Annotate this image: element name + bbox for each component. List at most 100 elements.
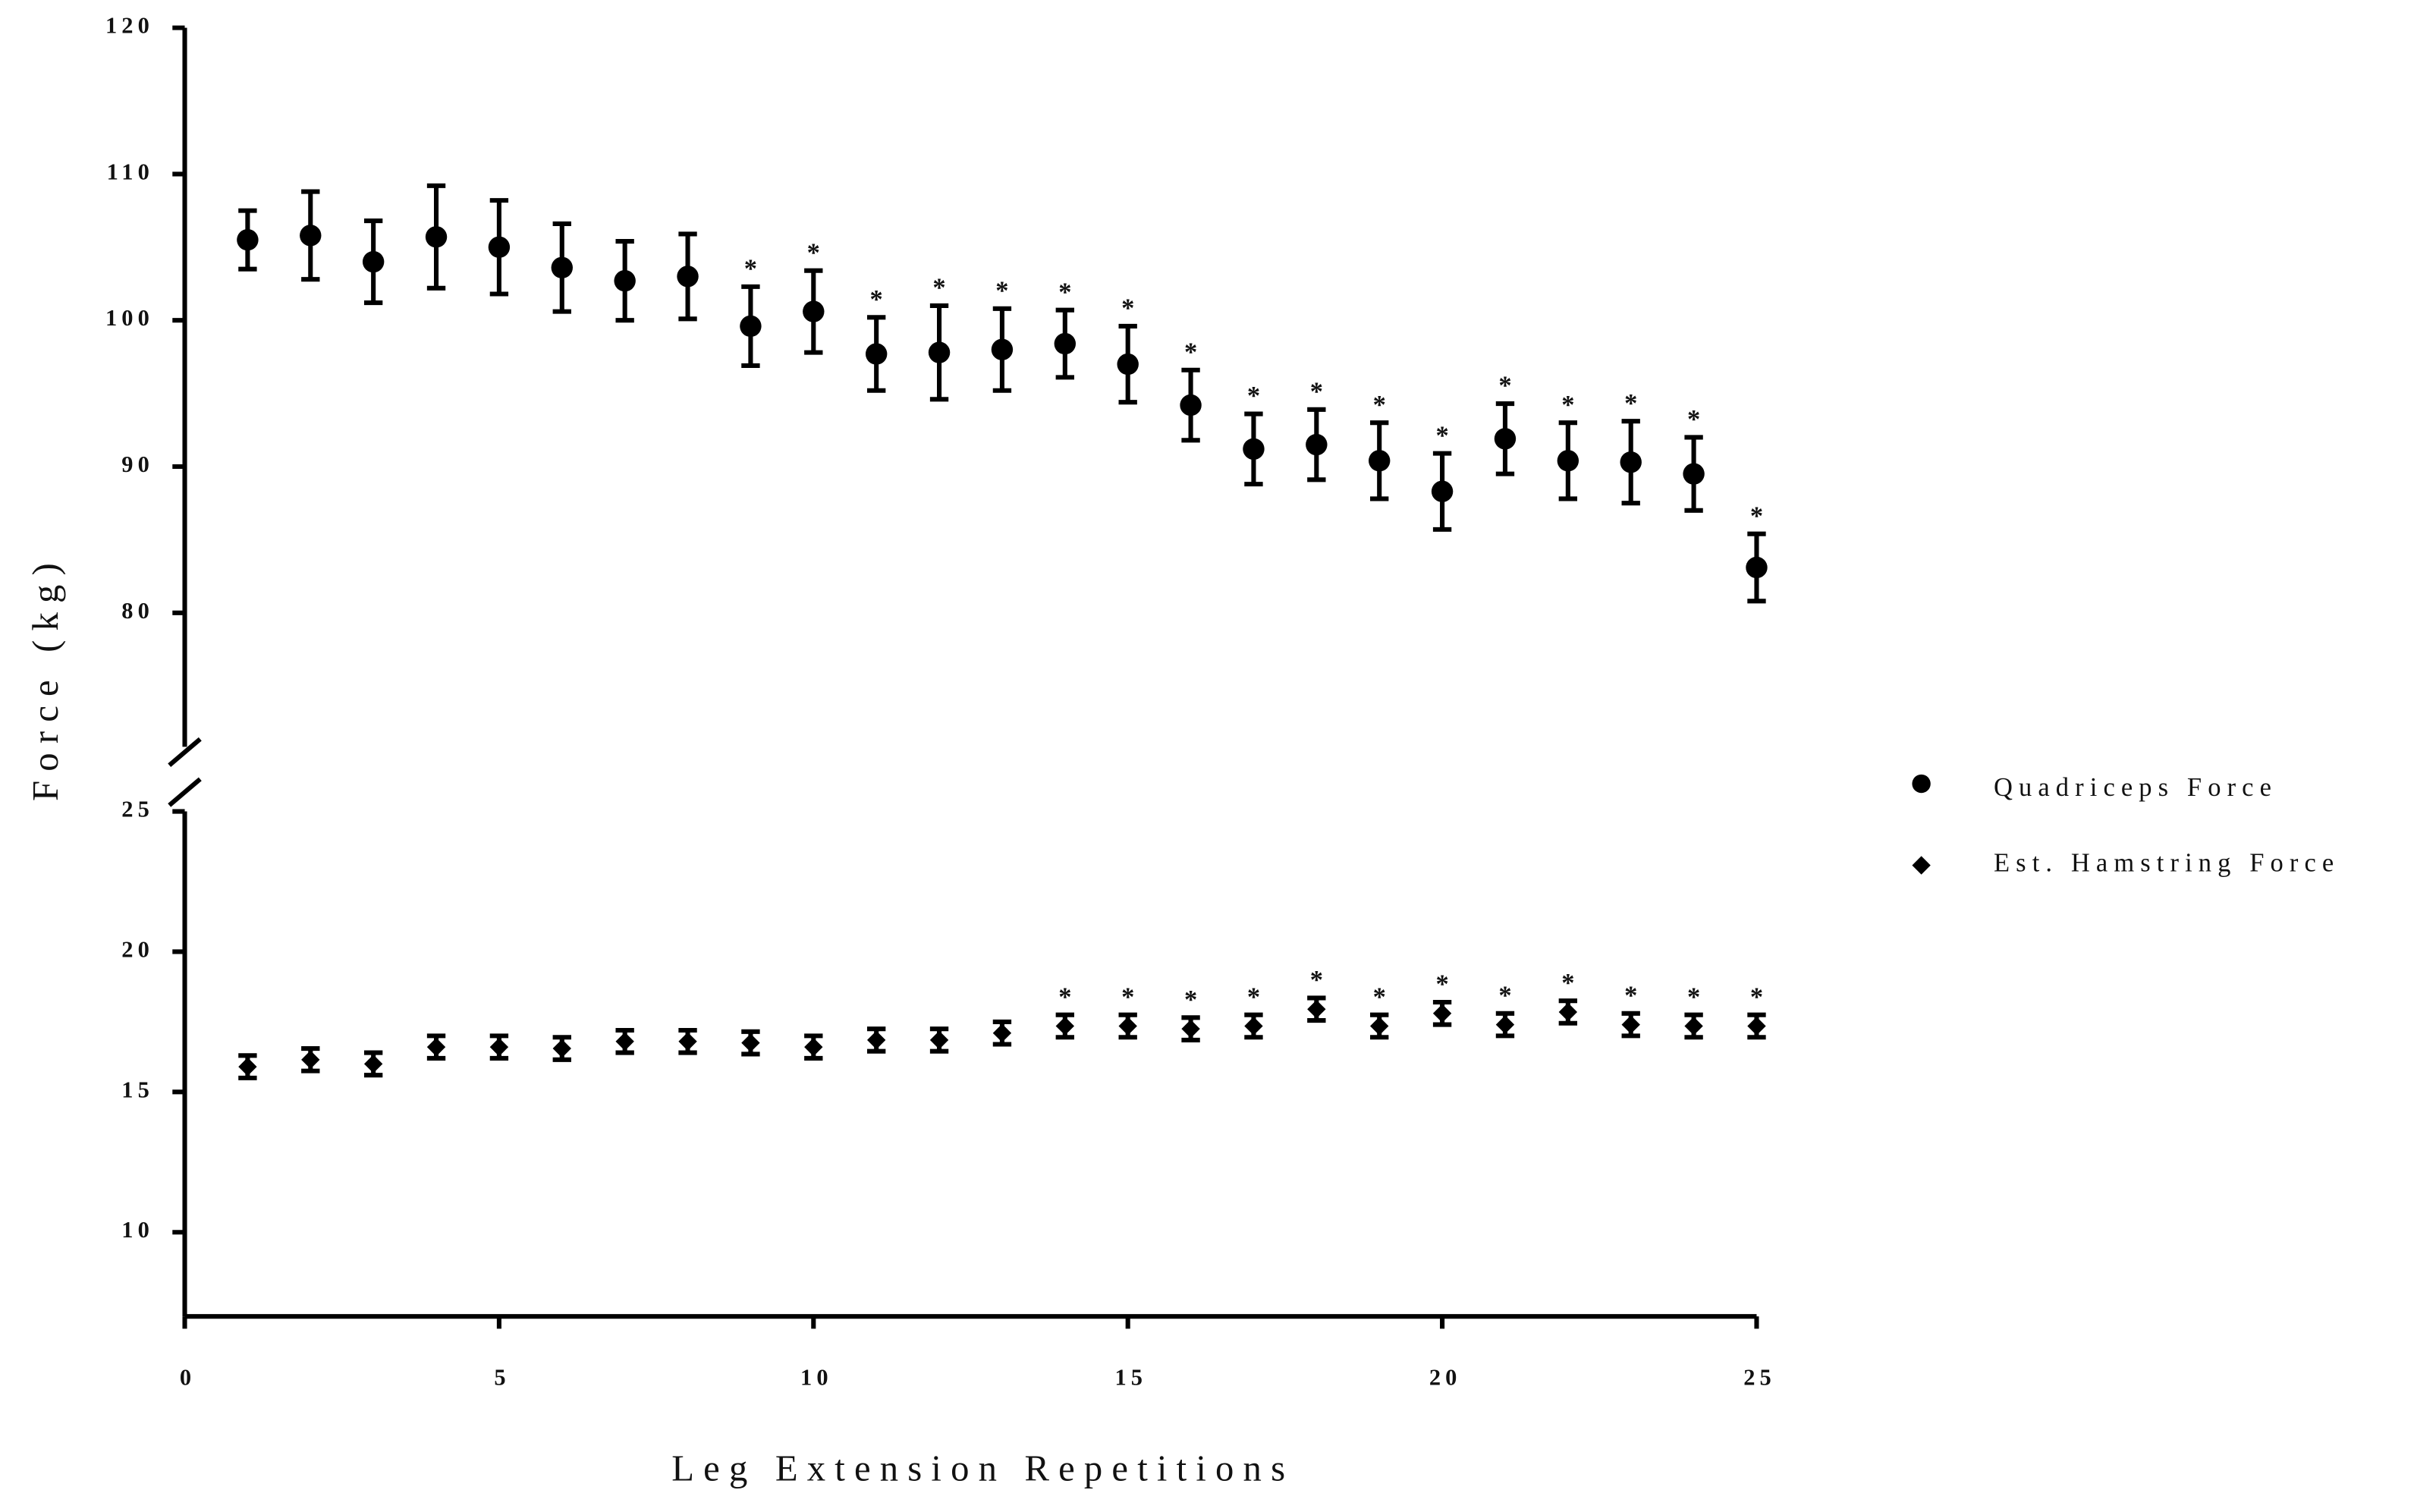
point — [425, 226, 448, 248]
y-axis-label: Force (kg) — [25, 554, 66, 801]
y-tick-label: 120 — [105, 13, 154, 39]
point — [1683, 463, 1705, 485]
significance-marker: * — [1624, 981, 1637, 1010]
point — [362, 250, 385, 273]
x-axis-label: Leg Extension Repetitions — [671, 1448, 1294, 1488]
point — [489, 1038, 509, 1057]
point — [1181, 1019, 1200, 1039]
significance-marker: * — [1058, 278, 1071, 306]
significance-marker: * — [1435, 970, 1448, 999]
x-tick-label: 20 — [1429, 1364, 1462, 1390]
x-tick-label: 0 — [180, 1364, 196, 1390]
point — [1621, 1015, 1640, 1034]
significance-marker: * — [1184, 338, 1197, 366]
point — [741, 1033, 760, 1052]
legend-marker — [1912, 774, 1931, 794]
point — [928, 341, 951, 363]
point — [867, 1030, 886, 1050]
point — [426, 1038, 446, 1057]
point — [300, 225, 322, 247]
significance-marker: * — [807, 238, 820, 267]
point — [488, 236, 511, 259]
significance-marker: * — [1247, 382, 1260, 410]
legend-label: Est. Hamstring Force — [1994, 849, 2340, 878]
significance-marker: * — [744, 254, 757, 283]
significance-marker: * — [870, 285, 883, 314]
significance-marker: * — [1687, 405, 1700, 434]
point — [1054, 332, 1077, 355]
significance-marker: * — [1121, 294, 1134, 323]
point — [1307, 1000, 1326, 1019]
significance-marker: * — [1435, 421, 1448, 450]
point — [237, 228, 259, 251]
legend-label: Quadriceps Force — [1994, 773, 2277, 802]
significance-marker: * — [1624, 389, 1637, 418]
significance-marker: * — [1310, 966, 1323, 995]
significance-marker: * — [1498, 372, 1511, 401]
point — [1244, 1017, 1263, 1036]
point — [677, 266, 699, 288]
point — [1118, 1017, 1137, 1036]
point — [1243, 438, 1265, 461]
point — [1117, 353, 1139, 376]
x-tick-label: 25 — [1743, 1364, 1776, 1390]
point — [1494, 428, 1517, 450]
point — [740, 315, 762, 338]
x-tick-label: 10 — [800, 1364, 833, 1390]
significance-marker: * — [1750, 982, 1763, 1011]
point — [1180, 394, 1202, 417]
y-tick-label: 80 — [121, 598, 154, 624]
y-tick-label: 100 — [105, 305, 154, 331]
significance-marker: * — [1373, 391, 1386, 420]
x-tick-label: 5 — [494, 1364, 510, 1390]
significance-marker: * — [995, 276, 1008, 305]
significance-marker: * — [1373, 982, 1386, 1011]
point — [1495, 1015, 1515, 1034]
point — [1431, 480, 1454, 502]
significance-marker: * — [1121, 982, 1134, 1011]
y-tick-label: 90 — [121, 451, 154, 477]
point — [1055, 1017, 1074, 1036]
point — [803, 300, 825, 322]
point — [678, 1032, 697, 1051]
point — [614, 269, 636, 292]
x-tick-label: 15 — [1114, 1364, 1147, 1390]
significance-marker: * — [1750, 501, 1763, 530]
point — [1620, 451, 1642, 473]
significance-marker: * — [932, 274, 945, 303]
significance-marker: * — [1247, 982, 1260, 1011]
point — [929, 1030, 949, 1050]
y-tick-label: 25 — [121, 797, 154, 822]
point — [991, 338, 1014, 360]
point — [1370, 1017, 1389, 1036]
point — [1746, 556, 1768, 579]
axis-break — [168, 737, 202, 807]
significance-marker: * — [1058, 982, 1071, 1011]
point — [1684, 1017, 1703, 1036]
point — [1557, 450, 1579, 472]
point — [363, 1055, 383, 1073]
point — [238, 1057, 257, 1077]
point — [1368, 450, 1391, 472]
point — [1306, 433, 1328, 456]
y-tick-label: 20 — [121, 936, 154, 962]
point — [551, 256, 573, 278]
y-tick-label: 110 — [107, 159, 154, 184]
legend-marker — [1912, 856, 1931, 875]
significance-marker: * — [1561, 969, 1574, 998]
point — [1558, 1002, 1578, 1022]
point — [865, 343, 888, 365]
significance-marker: * — [1561, 391, 1574, 420]
point — [804, 1038, 823, 1057]
point — [552, 1039, 571, 1058]
y-tick-label: 15 — [121, 1077, 154, 1102]
y-tick-label: 10 — [121, 1217, 154, 1243]
significance-marker: * — [1184, 985, 1197, 1014]
significance-marker: * — [1310, 377, 1323, 406]
significance-marker: * — [1498, 981, 1511, 1010]
point — [615, 1032, 634, 1051]
significance-marker: * — [1687, 982, 1700, 1011]
point — [301, 1050, 320, 1069]
point — [1432, 1004, 1452, 1023]
